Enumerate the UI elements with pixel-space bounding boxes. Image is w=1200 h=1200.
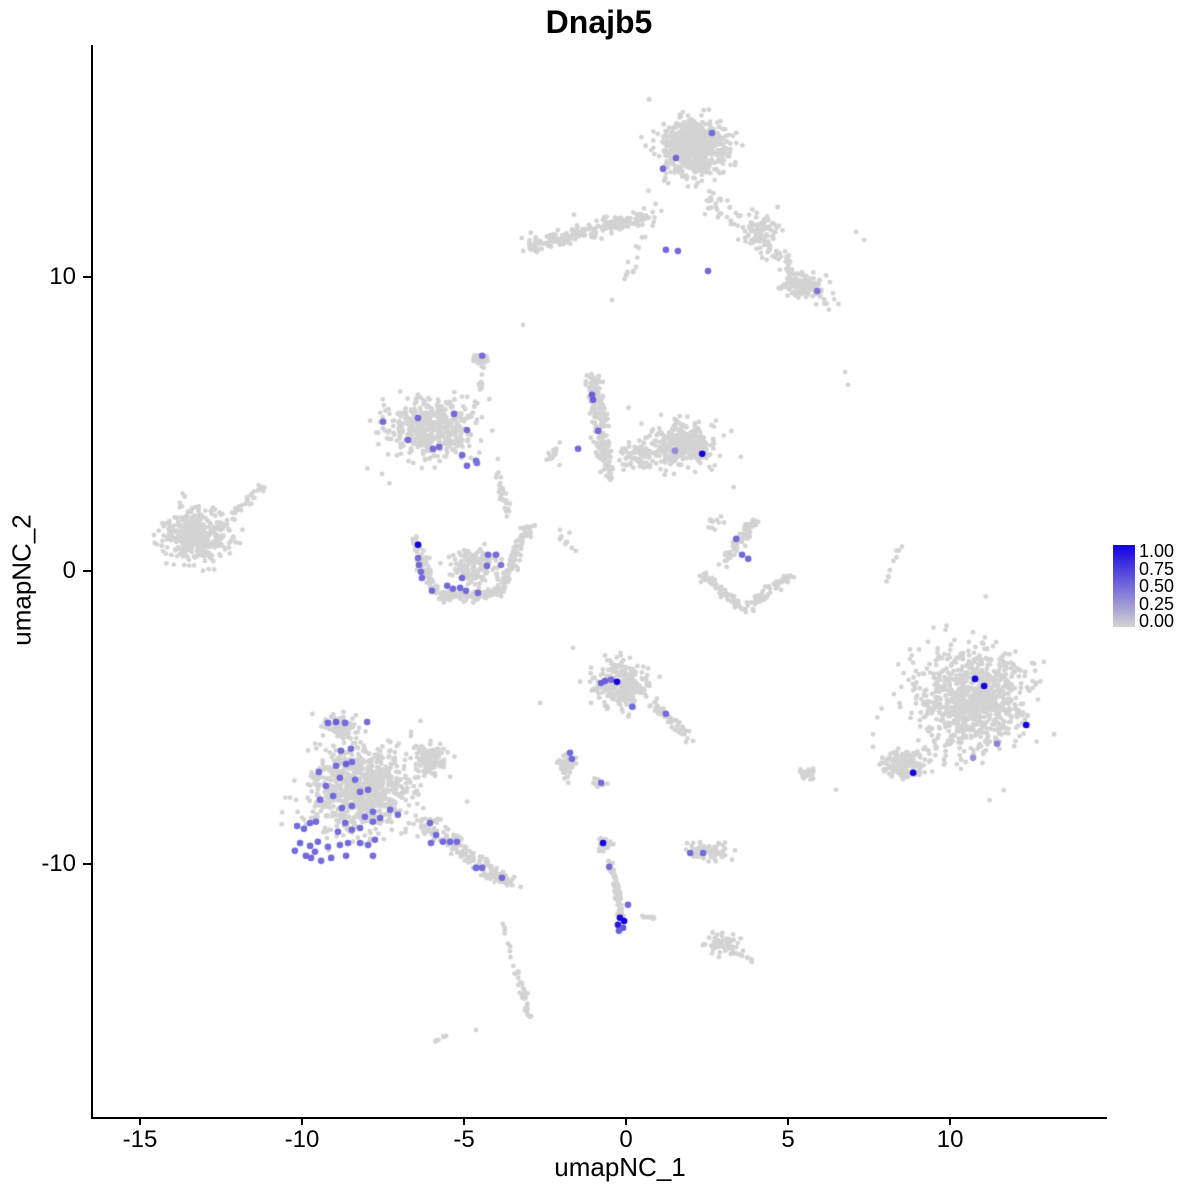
x-tick-mark	[625, 1117, 628, 1125]
y-tick-mark	[83, 276, 91, 279]
x-tick-mark	[463, 1117, 466, 1125]
x-tick-label: -15	[122, 1126, 158, 1153]
x-axis-title: umapNC_1	[554, 1152, 686, 1182]
x-tick-mark	[787, 1117, 790, 1125]
y-tick-label: -10	[41, 850, 76, 878]
y-tick-mark	[83, 569, 91, 572]
y-tick-label: 0	[62, 556, 76, 584]
x-tick-mark	[949, 1117, 952, 1125]
legend-tick-label: 0.25	[1139, 593, 1175, 614]
x-tick-label: 10	[936, 1126, 964, 1153]
x-tick-mark	[301, 1117, 303, 1125]
legend-tick-label: 1.00	[1139, 541, 1175, 561]
plot-panel	[91, 45, 1107, 1119]
x-tick-label: 0	[619, 1126, 633, 1153]
x-tick-label: -10	[284, 1126, 320, 1153]
y-tick-label: 10	[49, 263, 76, 291]
legend-tick-label: 0.50	[1139, 576, 1175, 596]
x-tick-label: 5	[781, 1126, 795, 1153]
x-tick-mark	[138, 1117, 141, 1125]
y-axis-title: umapNC_2	[6, 514, 37, 646]
legend-tick-label: 0.00	[1139, 611, 1175, 631]
plot-title: Dnajb5	[545, 4, 653, 40]
x-tick-label: -5	[453, 1126, 475, 1153]
legend-tick-label: 0.75	[1139, 558, 1175, 579]
scatter-points-canvas	[93, 45, 1105, 1115]
legend-colorbar	[1113, 545, 1135, 627]
y-tick-mark	[83, 863, 91, 866]
